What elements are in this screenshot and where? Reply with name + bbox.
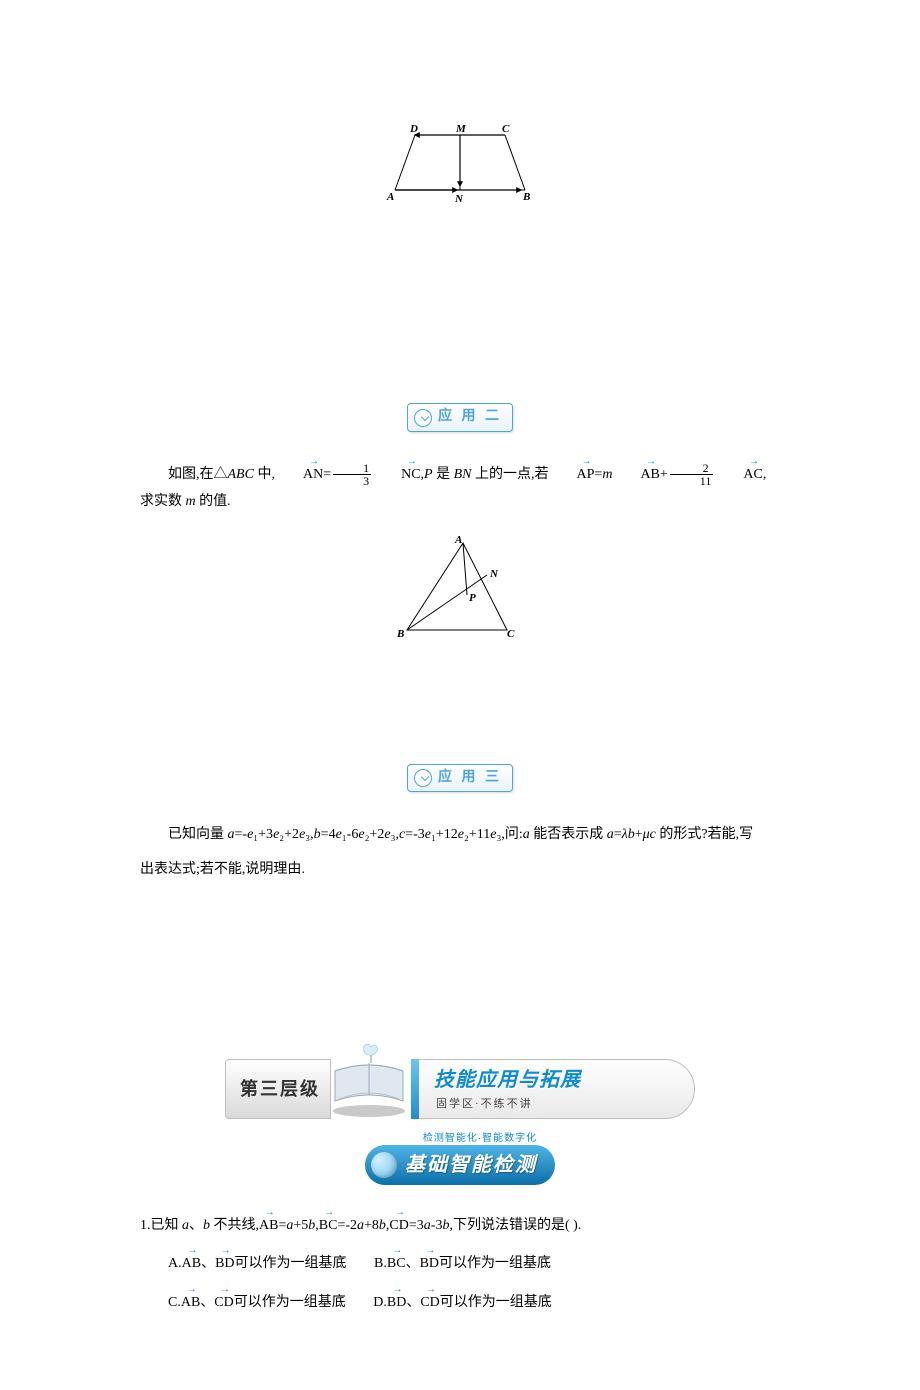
q1-opt-D[interactable]: D.BD、CD可以作为一组基底 [373, 1292, 552, 1314]
level-banner: 第三层级 技能应用与拓展 固学区·不练不讲 [225, 1059, 695, 1119]
banner-title: 技能应用与拓展 [434, 1064, 694, 1096]
q1-stem: 1.已知 a、b 不共线,AB=a+5b,BC=-2a+8b,CD=3a-3b,… [140, 1215, 780, 1237]
section-badge-app2: 应 用 二 [407, 403, 513, 431]
sub-banner: 检测智能化·智能数字化 基础智能检测 [305, 1131, 615, 1185]
q1-opt-B[interactable]: B.BC、BD可以作为一组基底 [374, 1253, 551, 1275]
section-label: 应 用 二 [438, 406, 502, 428]
app2-text: 如图,在△ABC 中,AN=13NC,P 是 BN 上的一点,若AP=mAB+2… [140, 462, 780, 515]
app3-text-2: 出表达式;若不能,说明理由. [140, 859, 780, 881]
t-C: C [507, 628, 515, 640]
clock-icon [414, 769, 432, 787]
page-content: D M C A N B 应 用 二 如图,在△ABC 中,AN=13NC,P 是… [0, 0, 920, 1390]
q1-options-row1: A.AB、BD可以作为一组基底 B.BC、BD可以作为一组基底 [168, 1253, 780, 1275]
t-P: P [469, 592, 476, 604]
figure-trapezoid: D M C A N B [140, 120, 780, 213]
book-icon [331, 1059, 411, 1119]
sub-banner-main: 基础智能检测 [365, 1145, 555, 1185]
label-M: M [455, 123, 467, 135]
label-N: N [454, 193, 464, 205]
label-B: B [522, 191, 530, 203]
label-C: C [502, 123, 510, 135]
t-A: A [454, 535, 462, 546]
clock-icon [414, 409, 432, 427]
q1-opt-C[interactable]: C.AB、CD可以作为一组基底 [168, 1292, 346, 1314]
banner-level-label: 第三层级 [225, 1059, 331, 1119]
section-label: 应 用 三 [438, 767, 502, 789]
label-A: A [386, 191, 394, 203]
t-B: B [396, 628, 404, 640]
t-N: N [489, 568, 499, 580]
figure-triangle: A N P B C [140, 535, 780, 653]
section-badge-app3: 应 用 三 [407, 764, 513, 792]
label-D: D [409, 123, 418, 135]
banner-subtitle: 固学区·不练不讲 [436, 1096, 694, 1114]
app3-text: 已知向量 a=-e₁+3e₂+2e₃,b=4e₁-6e₂+2e₃,c=-3e₁+… [140, 822, 780, 849]
q1-opt-A[interactable]: A.AB、BD可以作为一组基底 [168, 1253, 347, 1275]
q1-options-row2: C.AB、CD可以作为一组基底 D.BD、CD可以作为一组基底 [168, 1292, 780, 1314]
